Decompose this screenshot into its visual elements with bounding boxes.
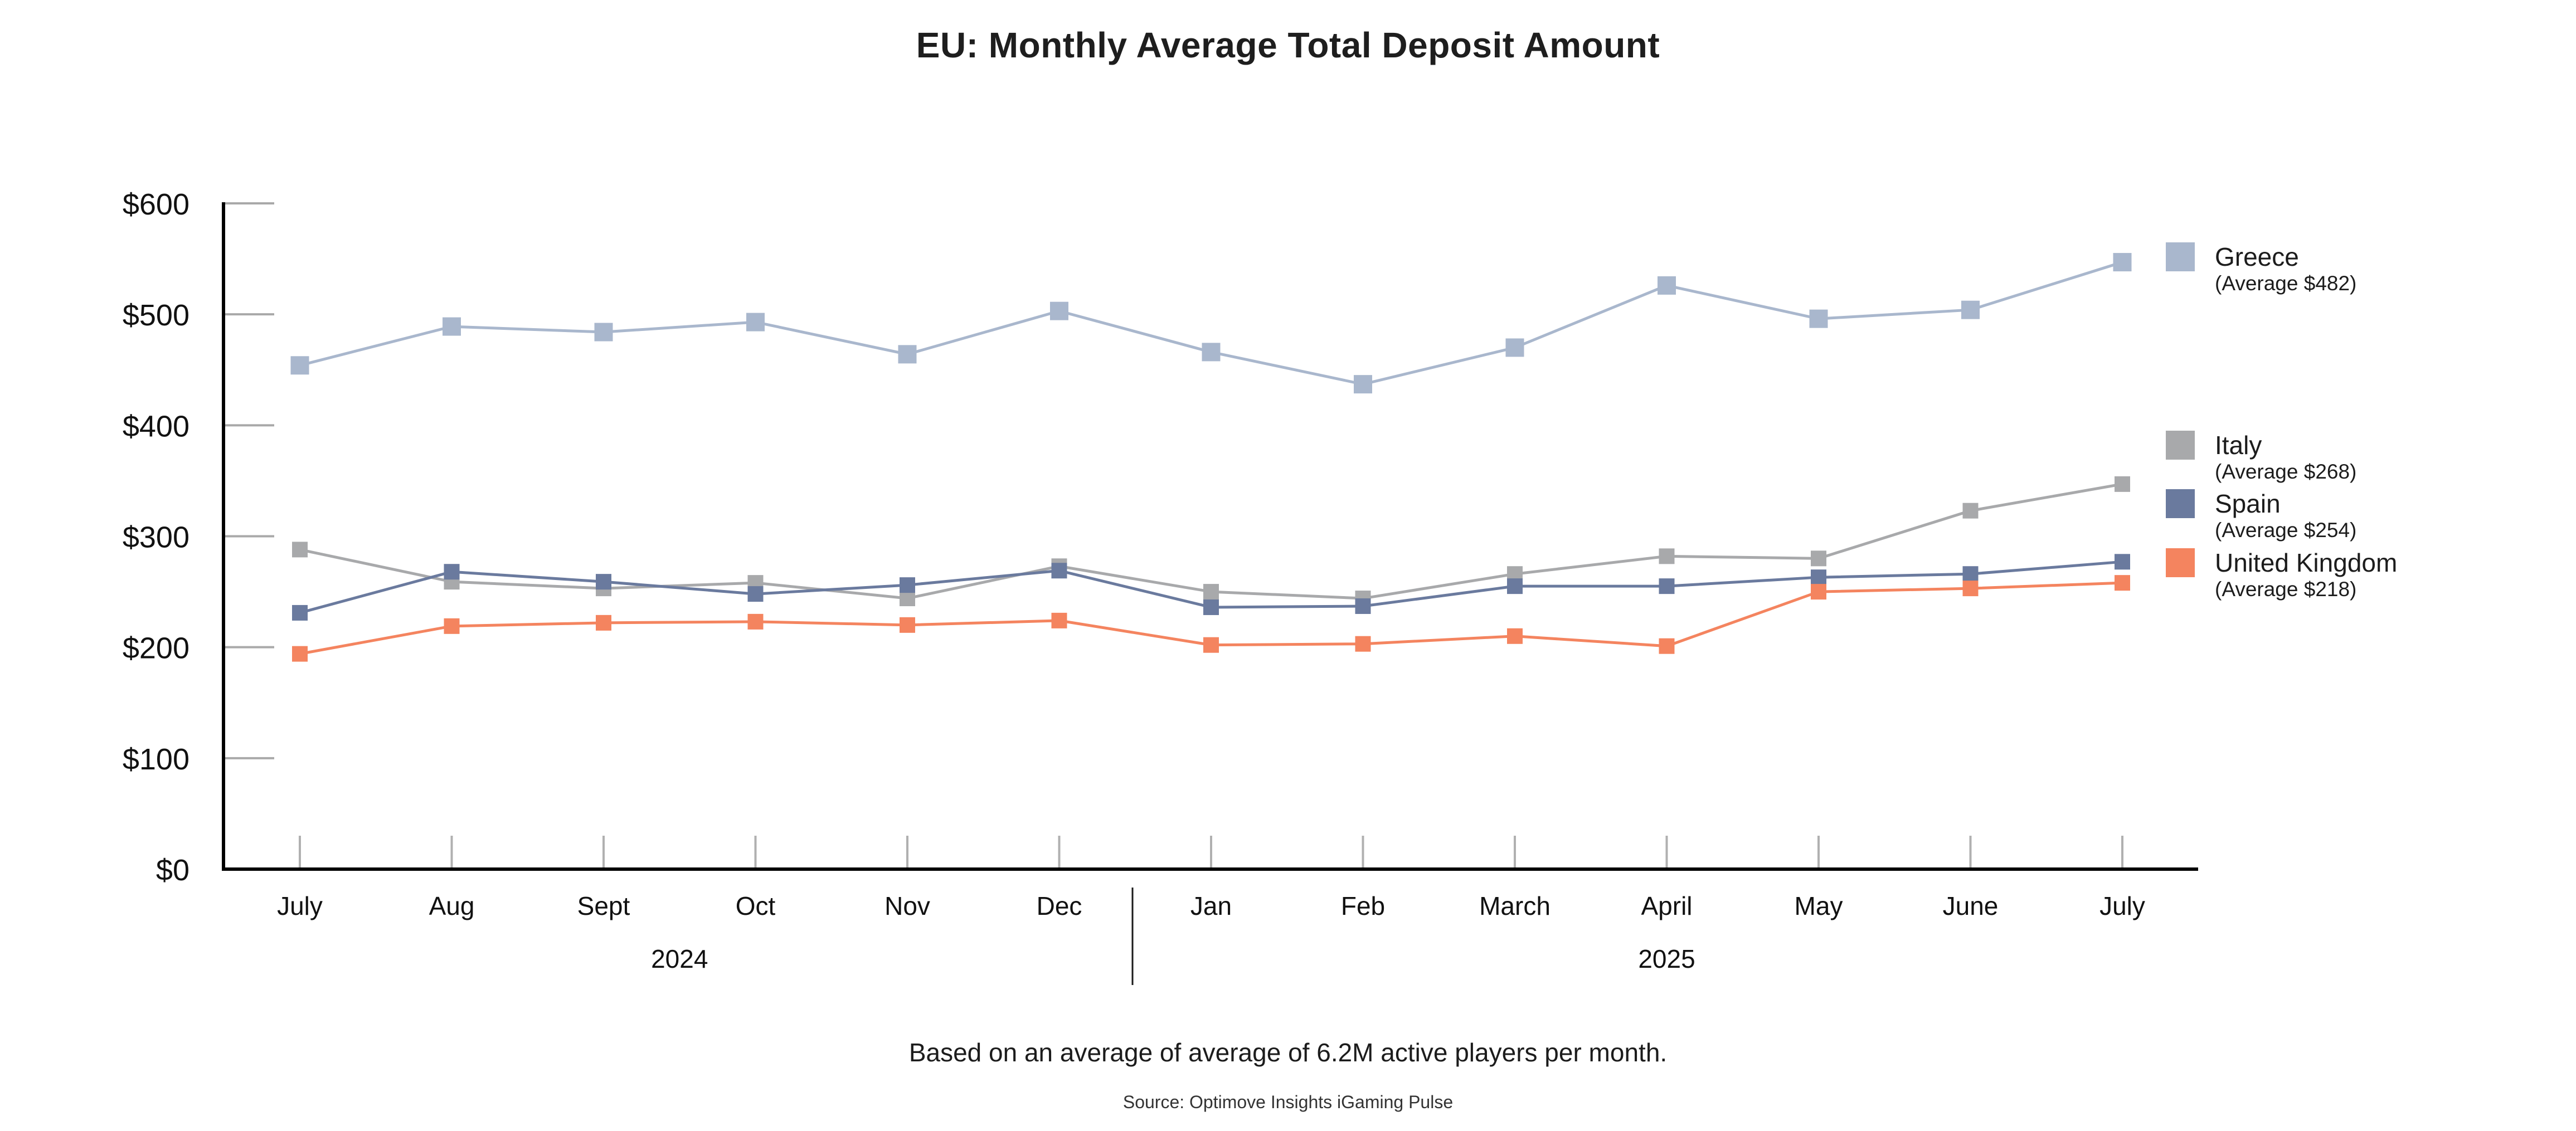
y-tick-label: $400 (123, 410, 189, 443)
data-point-spain (1051, 563, 1067, 579)
y-tick-label: $200 (123, 632, 189, 665)
data-point-united-kingdom (1203, 637, 1219, 653)
data-point-greece (1658, 276, 1676, 295)
y-gridlines (225, 202, 274, 759)
data-point-greece (898, 345, 917, 364)
legend-average: (Average $268) (2215, 460, 2356, 483)
data-point-greece (443, 317, 461, 336)
data-point-greece (290, 356, 309, 375)
x-tick-label: March (1479, 891, 1551, 920)
data-point-greece (1505, 338, 1524, 357)
data-point-spain (1962, 566, 1979, 582)
legend-swatch (2166, 242, 2195, 271)
data-point-greece (1354, 375, 1372, 394)
data-point-united-kingdom (747, 613, 764, 630)
y-tick-label: $100 (123, 743, 189, 776)
chart-title: EU: Monthly Average Total Deposit Amount (916, 25, 1660, 65)
x-tick-label: July (277, 891, 323, 920)
data-point-united-kingdom (1811, 584, 1826, 600)
x-tick-label: Feb (1341, 891, 1385, 920)
data-point-italy (1659, 548, 1675, 564)
y-tick-labels: $0 $100 $200 $300 $400 $500 $600 (123, 188, 189, 887)
legend-label: United Kingdom (2215, 548, 2397, 577)
y-tick-label: $300 (123, 521, 189, 554)
x-tick-label: Aug (429, 891, 475, 920)
data-point-united-kingdom (1962, 581, 1979, 597)
data-point-greece (594, 323, 613, 342)
legend-item-greece: Greece(Average $482) (2166, 242, 2356, 295)
data-point-spain (2115, 554, 2130, 570)
x-tick-label: Dec (1037, 891, 1082, 920)
source-note: Source: Optimove Insights iGaming Pulse (1122, 1092, 1454, 1112)
data-point-greece (1050, 301, 1068, 320)
data-point-united-kingdom (1051, 612, 1067, 628)
legend-item-united-kingdom: United Kingdom(Average $218) (2166, 548, 2397, 601)
legend-swatch (2166, 548, 2195, 577)
y-tick-label: $600 (123, 188, 189, 221)
x-tick-label: Nov (884, 891, 930, 920)
data-point-united-kingdom (596, 615, 611, 631)
data-point-italy (1203, 584, 1219, 600)
data-point-united-kingdom (1659, 638, 1675, 654)
legend-label: Italy (2215, 431, 2262, 460)
series-line-italy (299, 482, 2123, 600)
year-label: 2024 (651, 944, 708, 973)
data-point-greece (1961, 300, 1980, 319)
x-tick-label: May (1795, 891, 1843, 920)
legend-average: (Average $254) (2215, 519, 2356, 542)
x-tick-label: Jan (1190, 891, 1232, 920)
series-line-greece (299, 261, 2123, 386)
data-point-spain (292, 604, 308, 621)
y-tick-label: $0 (156, 854, 189, 887)
legend-swatch (2166, 431, 2195, 460)
legend-swatch (2166, 489, 2195, 518)
x-tick-label: July (2099, 891, 2145, 920)
data-point-italy (900, 591, 915, 607)
data-point-united-kingdom (900, 617, 915, 633)
series-markers (290, 253, 2132, 662)
legend-average: (Average $218) (2215, 578, 2356, 601)
footnote: Based on an average of average of 6.2M a… (908, 1038, 1668, 1067)
data-point-spain (1659, 578, 1675, 594)
x-tick-label: April (1641, 891, 1692, 920)
x-tick-label: June (1943, 891, 1999, 920)
data-point-spain (1811, 569, 1826, 586)
legend-label: Spain (2215, 489, 2281, 518)
data-point-italy (1811, 550, 1826, 567)
data-point-greece (1809, 309, 1828, 328)
data-point-greece (2113, 253, 2132, 272)
x-tick-labels: July Aug Sept Oct Nov Dec Jan Feb March April May J… (277, 891, 2145, 920)
data-point-italy (292, 542, 308, 558)
data-point-united-kingdom (292, 646, 308, 662)
y-tick-label: $500 (123, 299, 189, 332)
x-tick-label: Oct (736, 891, 776, 920)
data-point-united-kingdom (444, 618, 460, 634)
data-point-italy (1962, 503, 1979, 519)
data-point-spain (1507, 578, 1523, 594)
legend-average: (Average $482) (2215, 272, 2356, 295)
data-point-greece (1202, 343, 1221, 362)
data-point-spain (747, 586, 764, 602)
data-point-spain (900, 577, 915, 593)
year-label: 2025 (1638, 944, 1695, 973)
data-point-spain (1203, 599, 1219, 615)
data-point-spain (596, 574, 611, 590)
legend-item-spain: Spain(Average $254) (2166, 489, 2356, 542)
x-tick-label: Sept (577, 891, 630, 920)
data-point-spain (444, 564, 460, 580)
legend: Greece(Average $482) Italy(Average $268) S… (2166, 242, 2397, 601)
data-point-greece (746, 313, 765, 332)
data-point-united-kingdom (1507, 628, 1523, 644)
data-point-united-kingdom (2115, 575, 2130, 591)
year-labels: 2024 2025 (651, 944, 1695, 973)
legend-item-italy: Italy(Average $268) (2166, 431, 2356, 483)
x-ticks (299, 836, 2123, 867)
data-point-spain (1355, 598, 1371, 614)
data-point-united-kingdom (1355, 636, 1371, 652)
legend-label: Greece (2215, 242, 2299, 271)
data-point-italy (2115, 476, 2130, 492)
